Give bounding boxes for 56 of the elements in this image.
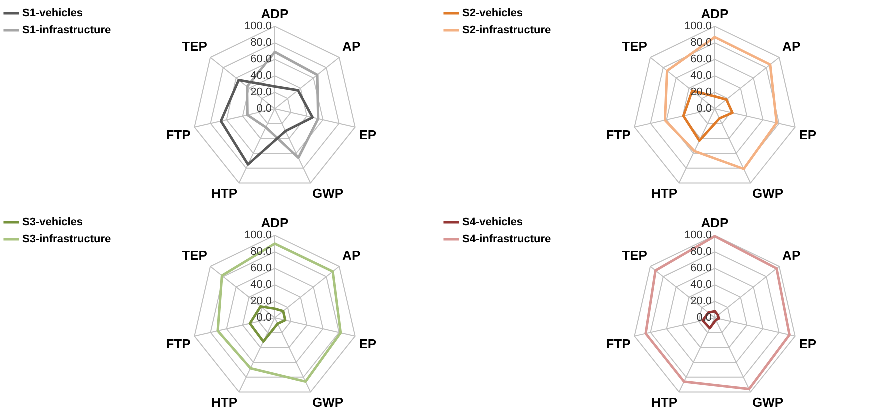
y-tick-label: 60.0 <box>250 54 272 66</box>
spoke-label: GWP <box>752 395 784 410</box>
spoke-label: HTP <box>652 395 678 410</box>
spoke-label: FTP <box>166 336 192 352</box>
spoke-label: AP <box>342 248 361 263</box>
spoke-label: EP <box>799 336 817 352</box>
y-tick-label: 100.0 <box>244 230 272 242</box>
legend-label: S2-infrastructure <box>462 24 552 37</box>
y-tick-label: 40.0 <box>690 70 712 82</box>
y-tick-label: 20.0 <box>250 296 272 308</box>
spoke-label: TEP <box>182 38 208 54</box>
y-tick-label: 80.0 <box>690 246 712 258</box>
spoke-label: AP <box>782 38 801 54</box>
y-tick-label: 40.0 <box>250 279 272 292</box>
spoke-label: GWP <box>752 186 784 202</box>
spoke-label: HTP <box>212 186 238 202</box>
spoke-label: TEP <box>622 38 648 54</box>
spoke-label: AP <box>782 248 801 263</box>
spoke-label: EP <box>359 336 377 352</box>
y-tick-label: 60.0 <box>690 54 712 66</box>
legend-label: S1-vehicles <box>22 8 84 20</box>
spoke-label: TEP <box>622 248 648 263</box>
spoke-label: EP <box>359 128 377 143</box>
spoke-label: AP <box>342 38 361 54</box>
y-tick-label: 100.0 <box>684 230 712 242</box>
legend-label: S3-vehicles <box>22 216 84 229</box>
y-tick-label: 100.0 <box>244 20 272 33</box>
spoke-label: FTP <box>606 336 632 352</box>
spoke-label: HTP <box>652 186 678 202</box>
y-tick-label: 0.0 <box>256 312 272 324</box>
y-tick-label: 60.0 <box>250 262 272 275</box>
spoke-label: EP <box>799 128 817 143</box>
legend-label: S2-vehicles <box>462 8 524 20</box>
spoke-label: GWP <box>312 395 344 410</box>
spoke-label: ADP <box>701 6 730 22</box>
spoke-label: ADP <box>261 215 290 230</box>
y-tick-label: 20.0 <box>690 296 712 308</box>
spoke-label: TEP <box>182 248 208 263</box>
y-tick-label: 0.0 <box>256 103 272 116</box>
y-tick-label: 60.0 <box>690 262 712 275</box>
spoke-label: FTP <box>606 128 632 143</box>
y-tick-label: 80.0 <box>250 37 272 50</box>
y-tick-label: 20.0 <box>250 86 272 99</box>
spoke-label: ADP <box>261 6 290 22</box>
spoke-label: HTP <box>212 395 238 410</box>
legend-label: S3-infrastructure <box>22 234 112 246</box>
legend-label: S1-infrastructure <box>22 24 112 37</box>
y-tick-label: 100.0 <box>684 20 712 33</box>
y-tick-label: 0.0 <box>696 103 712 116</box>
legend-label: S4-infrastructure <box>462 234 552 246</box>
spoke-label: GWP <box>312 186 344 202</box>
y-tick-label: 40.0 <box>690 279 712 292</box>
legend-label: S4-vehicles <box>462 216 524 229</box>
spoke-label: FTP <box>166 128 192 143</box>
spoke-label: ADP <box>701 215 730 230</box>
y-tick-label: 40.0 <box>250 70 272 82</box>
